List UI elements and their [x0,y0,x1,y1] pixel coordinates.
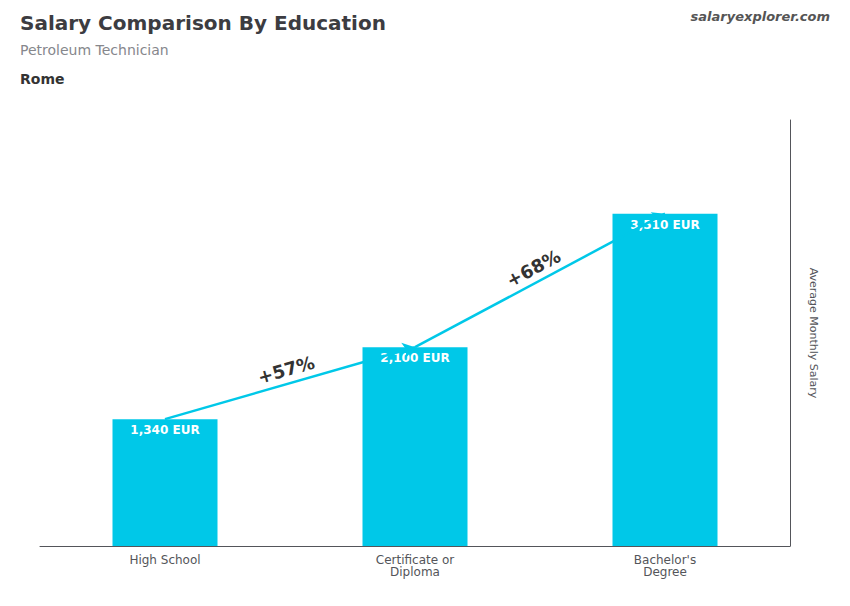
svg-text:3,510 EUR: 3,510 EUR [630,218,699,232]
svg-text:Petroleum Technician: Petroleum Technician [20,42,169,58]
svg-text:High School: High School [129,553,200,567]
svg-text:1,340 EUR: 1,340 EUR [130,423,199,437]
svg-text:salaryexplorer.com: salaryexplorer.com [691,9,830,24]
svg-text:Average Monthly Salary: Average Monthly Salary [807,268,820,399]
svg-text:2,100 EUR: 2,100 EUR [380,351,450,366]
svg-text:Bachelor's: Bachelor's [633,553,697,567]
svg-text:Rome: Rome [20,71,64,87]
svg-text:Degree: Degree [643,565,687,579]
svg-text:Salary Comparison By Education: Salary Comparison By Education [20,11,386,35]
svg-text:Certificate or: Certificate or [375,553,455,567]
svg-text:Diploma: Diploma [390,565,440,579]
svg-text:+68%: +68% [503,245,564,291]
svg-text:+57%: +57% [255,352,317,388]
